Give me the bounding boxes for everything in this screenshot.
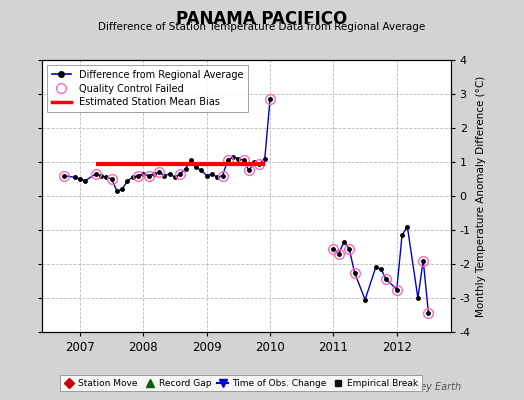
Text: Difference of Station Temperature Data from Regional Average: Difference of Station Temperature Data f…: [99, 22, 425, 32]
Y-axis label: Monthly Temperature Anomaly Difference (°C): Monthly Temperature Anomaly Difference (…: [476, 75, 486, 317]
Text: PANAMA PACIFICO: PANAMA PACIFICO: [177, 10, 347, 28]
Text: Berkeley Earth: Berkeley Earth: [389, 382, 461, 392]
Legend: Station Move, Record Gap, Time of Obs. Change, Empirical Break: Station Move, Record Gap, Time of Obs. C…: [60, 375, 422, 392]
Legend: Difference from Regional Average, Quality Control Failed, Estimated Station Mean: Difference from Regional Average, Qualit…: [47, 65, 248, 112]
